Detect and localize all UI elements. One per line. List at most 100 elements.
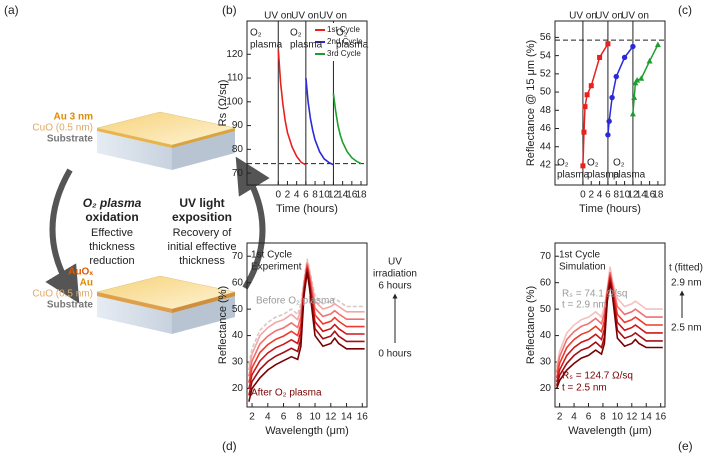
- x-axis-label: Time (hours): [579, 203, 641, 215]
- annotation: UV on: [264, 11, 292, 22]
- annotation: plasma: [250, 40, 283, 51]
- series-line: [305, 77, 334, 166]
- marker: [638, 75, 645, 81]
- x-tick-label: 6: [281, 412, 287, 423]
- x-tick-label: 14: [636, 190, 648, 201]
- marker: [631, 94, 638, 100]
- x-tick-label: 14: [337, 190, 349, 201]
- annotation: 1st Cycle: [559, 250, 601, 261]
- x-tick-label: 12: [627, 190, 639, 201]
- y-tick-label: 90: [232, 120, 244, 131]
- panel-label: (b): [222, 3, 237, 17]
- marker: [582, 104, 588, 110]
- marker: [621, 54, 628, 61]
- x-tick-label: 12: [328, 190, 340, 201]
- x-tick-label: 6: [303, 190, 309, 201]
- panel-label: (d): [222, 439, 237, 453]
- layer-label: Au: [80, 278, 93, 289]
- annotation: 1st Cycle: [251, 250, 293, 261]
- process-label: reduction: [89, 255, 134, 267]
- arrow-down: [45, 168, 80, 304]
- annotation: O₂: [613, 158, 625, 169]
- x-tick-label: 10: [319, 190, 331, 201]
- plot-frame: [554, 20, 666, 186]
- slab-side: [97, 128, 172, 170]
- x-tick-label: 2: [557, 412, 563, 423]
- series-line: [555, 282, 663, 389]
- layer-label: CuO (0.5 nm): [32, 123, 93, 134]
- annotation: After O₂ plasma: [251, 388, 322, 399]
- layer-label: Substrate: [47, 134, 94, 145]
- x-tick-label: 8: [613, 190, 619, 201]
- x-tick-label: 8: [600, 412, 606, 423]
- y-tick-label: 50: [232, 304, 244, 315]
- series-line: [332, 93, 362, 165]
- annotation: O₂: [336, 28, 348, 39]
- annotation: Experiment: [251, 262, 302, 273]
- annotation: UV on: [319, 11, 347, 22]
- annotation: UV on: [569, 11, 597, 22]
- y-tick-label: 54: [540, 50, 552, 61]
- marker: [581, 129, 587, 135]
- process-label: initial effective: [168, 241, 237, 253]
- x-tick-label: 18: [355, 190, 367, 201]
- marker: [580, 163, 586, 169]
- series-line: [248, 269, 365, 396]
- y-tick-label: 70: [232, 251, 244, 262]
- x-axis-label: Wavelength (μm): [265, 425, 349, 437]
- process-label: exposition: [172, 210, 232, 224]
- annotation: 0 hours: [378, 349, 411, 360]
- x-tick-label: 12: [325, 412, 337, 423]
- x-tick-label: 6: [605, 190, 611, 201]
- legend-label: 3rd Cycle: [327, 49, 361, 58]
- x-tick-label: 12: [626, 412, 638, 423]
- y-tick-label: 70: [232, 168, 244, 179]
- y-tick-label: 110: [227, 73, 243, 84]
- x-tick-label: 10: [309, 412, 321, 423]
- x-tick-label: 8: [297, 412, 303, 423]
- x-tick-label: 16: [346, 190, 358, 201]
- y-tick-label: 30: [540, 357, 552, 368]
- marker: [606, 118, 612, 124]
- annotation: 2.9 nm: [671, 278, 702, 289]
- annotation: 6 hours: [378, 281, 411, 292]
- y-tick-label: 44: [540, 141, 552, 152]
- y-tick-label: 48: [540, 105, 552, 116]
- x-tick-label: 10: [619, 190, 631, 201]
- annotation: Simulation: [559, 262, 606, 273]
- process-label: Recovery of: [173, 227, 233, 239]
- annotation: O₂: [250, 28, 262, 39]
- panel-label: (c): [678, 3, 692, 17]
- x-tick-label: 4: [294, 190, 300, 201]
- marker: [629, 110, 636, 117]
- annotation: O₂: [587, 158, 599, 169]
- x-tick-label: 16: [357, 412, 369, 423]
- y-tick-label: 60: [232, 277, 244, 288]
- y-tick-label: 56: [540, 32, 552, 43]
- y-tick-label: 60: [540, 277, 552, 288]
- x-tick-label: 16: [644, 190, 656, 201]
- process-label: UV light: [179, 196, 224, 210]
- annotation: 2.5 nm: [671, 323, 702, 334]
- slab-side: [172, 292, 235, 334]
- x-tick-label: 14: [341, 412, 353, 423]
- series-line: [248, 271, 365, 402]
- process-label: O₂ plasma: [83, 196, 142, 210]
- x-tick-label: 2: [285, 190, 291, 201]
- y-tick-label: 46: [540, 123, 552, 134]
- x-tick-label: 2: [588, 190, 594, 201]
- annotation: plasma: [557, 170, 590, 181]
- slab-layer: [172, 292, 235, 313]
- annotation: t = 2.5 nm: [562, 383, 607, 394]
- panel-label: (a): [4, 3, 19, 17]
- layer-label: AuOₓ: [68, 267, 93, 278]
- annotation: O₂: [557, 158, 569, 169]
- y-tick-label: 120: [226, 49, 243, 60]
- x-axis-label: Time (hours): [276, 203, 338, 215]
- legend-label: 1st Cycle: [327, 25, 360, 34]
- process-label: oxidation: [85, 210, 138, 224]
- annotation: plasma: [336, 40, 369, 51]
- y-tick-label: 50: [540, 304, 552, 315]
- slab-side: [97, 292, 172, 334]
